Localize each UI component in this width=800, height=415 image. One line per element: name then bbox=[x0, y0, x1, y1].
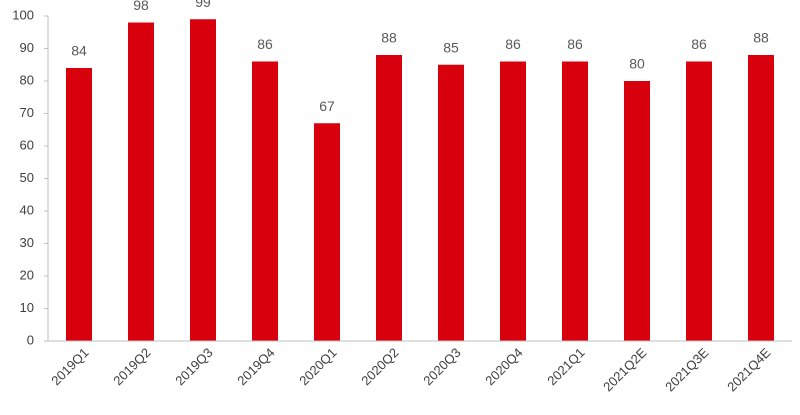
bar bbox=[190, 19, 216, 341]
bar bbox=[500, 61, 526, 341]
x-tick-label: 2020Q1 bbox=[296, 345, 339, 388]
y-tick-label: 40 bbox=[20, 202, 34, 217]
bar bbox=[314, 123, 340, 341]
y-tick-label: 0 bbox=[27, 332, 34, 347]
data-label: 80 bbox=[629, 56, 645, 72]
y-tick-label: 100 bbox=[12, 7, 34, 22]
data-label: 88 bbox=[753, 30, 769, 46]
y-tick-label: 90 bbox=[20, 40, 34, 55]
data-label: 86 bbox=[691, 36, 707, 52]
x-tick-label: 2019Q1 bbox=[48, 345, 91, 388]
x-tick-label: 2021Q3E bbox=[662, 345, 712, 395]
y-tick-label: 10 bbox=[20, 300, 34, 315]
y-tick-label: 50 bbox=[20, 170, 34, 185]
bar bbox=[438, 64, 464, 341]
y-tick-label: 30 bbox=[20, 235, 34, 250]
data-label: 86 bbox=[567, 36, 583, 52]
x-tick-label: 2021Q1 bbox=[544, 345, 587, 388]
bar bbox=[748, 55, 774, 341]
y-tick-label: 70 bbox=[20, 105, 34, 120]
data-label: 86 bbox=[257, 36, 273, 52]
data-label: 99 bbox=[195, 0, 211, 10]
x-tick-label: 2019Q4 bbox=[234, 345, 277, 388]
data-label: 86 bbox=[505, 36, 521, 52]
bar bbox=[66, 68, 92, 341]
x-tick-label: 2021Q2E bbox=[600, 345, 650, 395]
bar bbox=[624, 81, 650, 341]
bar bbox=[252, 61, 278, 341]
data-label: 85 bbox=[443, 39, 459, 55]
x-tick-label: 2019Q2 bbox=[110, 345, 153, 388]
bar bbox=[376, 55, 402, 341]
x-tick-label: 2021Q4E bbox=[724, 345, 774, 395]
x-tick-label: 2020Q2 bbox=[358, 345, 401, 388]
data-label: 84 bbox=[71, 43, 87, 59]
bar bbox=[686, 61, 712, 341]
y-tick-label: 60 bbox=[20, 137, 34, 152]
bar bbox=[562, 61, 588, 341]
y-tick-label: 20 bbox=[20, 267, 34, 282]
x-tick-label: 2019Q3 bbox=[172, 345, 215, 388]
data-label: 98 bbox=[133, 0, 149, 13]
x-tick-label: 2020Q3 bbox=[420, 345, 463, 388]
y-tick-label: 80 bbox=[20, 72, 34, 87]
x-tick-label: 2020Q4 bbox=[482, 345, 525, 388]
data-label: 67 bbox=[319, 98, 335, 114]
data-label: 88 bbox=[381, 30, 397, 46]
bar bbox=[128, 22, 154, 341]
